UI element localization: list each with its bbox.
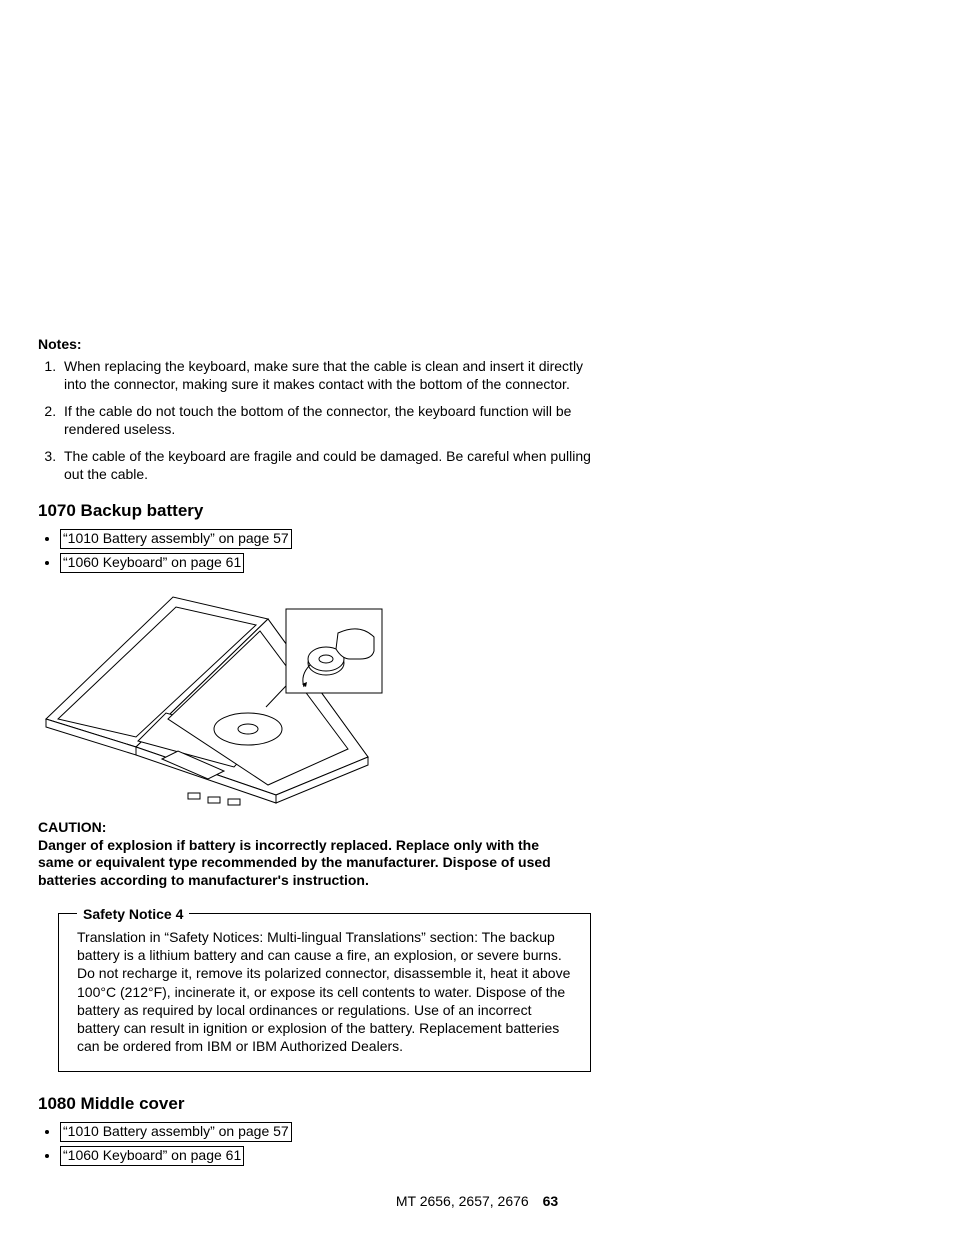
backup-battery-diagram	[38, 589, 388, 809]
battery-assembly-link[interactable]: “1010 Battery assembly” on page 57	[60, 529, 292, 549]
keyboard-link[interactable]: “1060 Keyboard” on page 61	[60, 553, 244, 573]
safety-notice-body: Translation in “Safety Notices: Multi-li…	[77, 929, 570, 1054]
section-1080-title: 1080 Middle cover	[38, 1094, 598, 1114]
note-item-2: If the cable do not touch the bottom of …	[60, 403, 598, 438]
page: Notes: When replacing the keyboard, make…	[0, 0, 954, 1235]
keyboard-link-2[interactable]: “1060 Keyboard” on page 61	[60, 1146, 244, 1166]
note-item-1: When replacing the keyboard, make sure t…	[60, 358, 598, 393]
footer-text: MT 2656, 2657, 2676	[396, 1193, 529, 1209]
list-item: “1060 Keyboard” on page 61	[60, 551, 598, 575]
section-1070-title: 1070 Backup battery	[38, 501, 598, 521]
page-number: 63	[543, 1193, 559, 1209]
safety-notice-title: Safety Notice 4	[77, 905, 189, 923]
laptop-diagram-svg	[38, 589, 388, 809]
safety-notice-box: Safety Notice 4 Translation in “Safety N…	[58, 913, 591, 1072]
section-1080-links: “1010 Battery assembly” on page 57 “1060…	[38, 1120, 598, 1168]
notes-heading: Notes:	[38, 336, 598, 352]
list-item: “1010 Battery assembly” on page 57	[60, 527, 598, 551]
caution-heading: CAUTION:	[38, 819, 598, 835]
note-item-3: The cable of the keyboard are fragile an…	[60, 448, 598, 483]
list-item: “1060 Keyboard” on page 61	[60, 1144, 598, 1168]
list-item: “1010 Battery assembly” on page 57	[60, 1120, 598, 1144]
page-footer: MT 2656, 2657, 2676 63	[0, 1193, 954, 1209]
battery-assembly-link-2[interactable]: “1010 Battery assembly” on page 57	[60, 1122, 292, 1142]
content-column: Notes: When replacing the keyboard, make…	[38, 336, 598, 1182]
notes-list: When replacing the keyboard, make sure t…	[38, 358, 598, 483]
section-1070-links: “1010 Battery assembly” on page 57 “1060…	[38, 527, 598, 575]
caution-body: Danger of explosion if battery is incorr…	[38, 837, 558, 890]
